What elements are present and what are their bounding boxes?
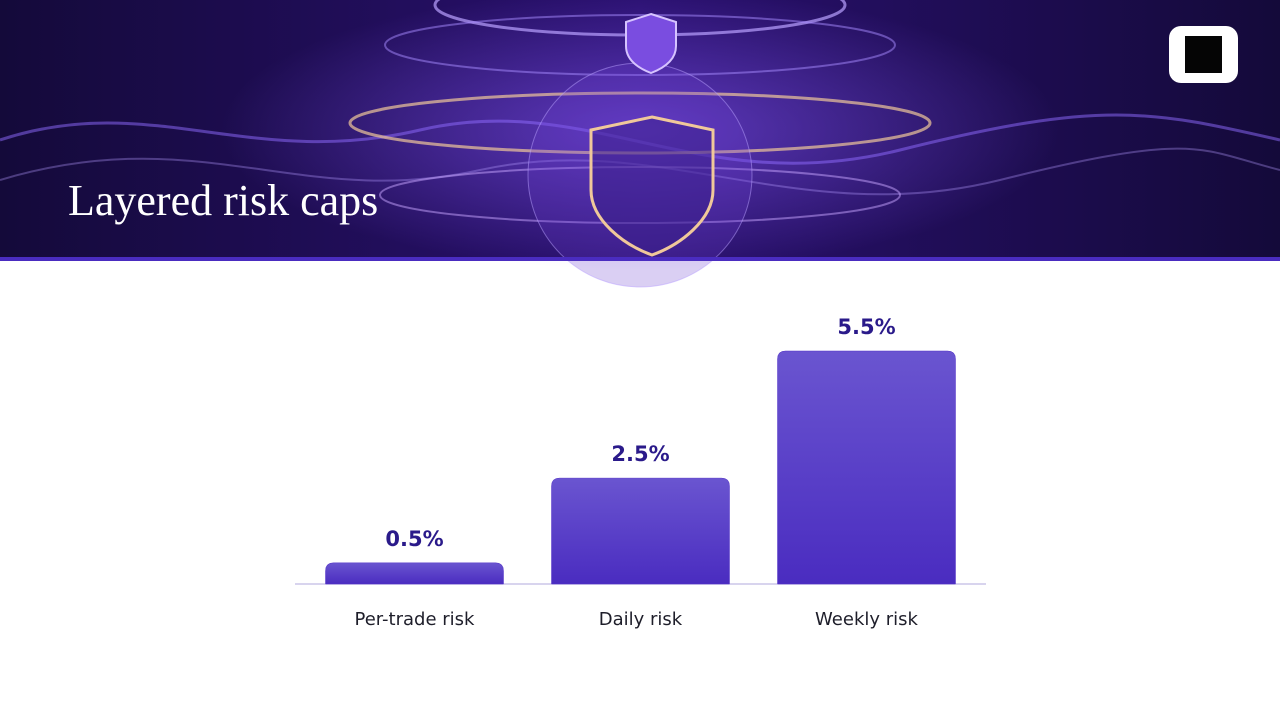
bar	[777, 350, 956, 585]
slide-title: Layered risk caps	[68, 176, 378, 225]
value-label: 2.5%	[611, 442, 669, 466]
logo	[1169, 26, 1238, 83]
category-label: Per-trade risk	[355, 609, 476, 630]
category-label: Weekly risk	[815, 609, 918, 630]
value-label: 0.5%	[385, 527, 443, 551]
bar	[551, 477, 730, 585]
header-banner	[0, 0, 1280, 288]
bar	[325, 562, 504, 585]
value-label: 5.5%	[837, 315, 895, 339]
category-label: Daily risk	[599, 609, 683, 630]
